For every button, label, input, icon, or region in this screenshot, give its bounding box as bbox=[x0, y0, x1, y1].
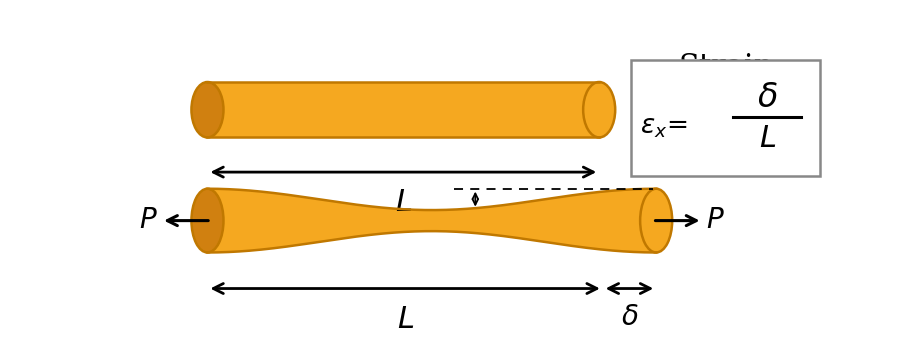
Text: Strain: Strain bbox=[678, 51, 774, 82]
Ellipse shape bbox=[584, 82, 615, 138]
Text: $\delta$: $\delta$ bbox=[620, 304, 639, 331]
Ellipse shape bbox=[191, 82, 223, 138]
Text: $L$: $L$ bbox=[395, 187, 412, 219]
Text: $L$: $L$ bbox=[758, 123, 776, 154]
Text: $P$: $P$ bbox=[139, 207, 158, 234]
Text: $L$: $L$ bbox=[396, 304, 414, 335]
Ellipse shape bbox=[191, 189, 223, 252]
Text: $P$: $P$ bbox=[706, 207, 725, 234]
Text: $\varepsilon_x\!=\!$: $\varepsilon_x\!=\!$ bbox=[640, 115, 687, 140]
Polygon shape bbox=[208, 189, 656, 252]
Text: $\delta$: $\delta$ bbox=[756, 82, 777, 114]
Polygon shape bbox=[208, 82, 599, 138]
Bar bbox=[631, 60, 820, 176]
Ellipse shape bbox=[641, 189, 672, 252]
